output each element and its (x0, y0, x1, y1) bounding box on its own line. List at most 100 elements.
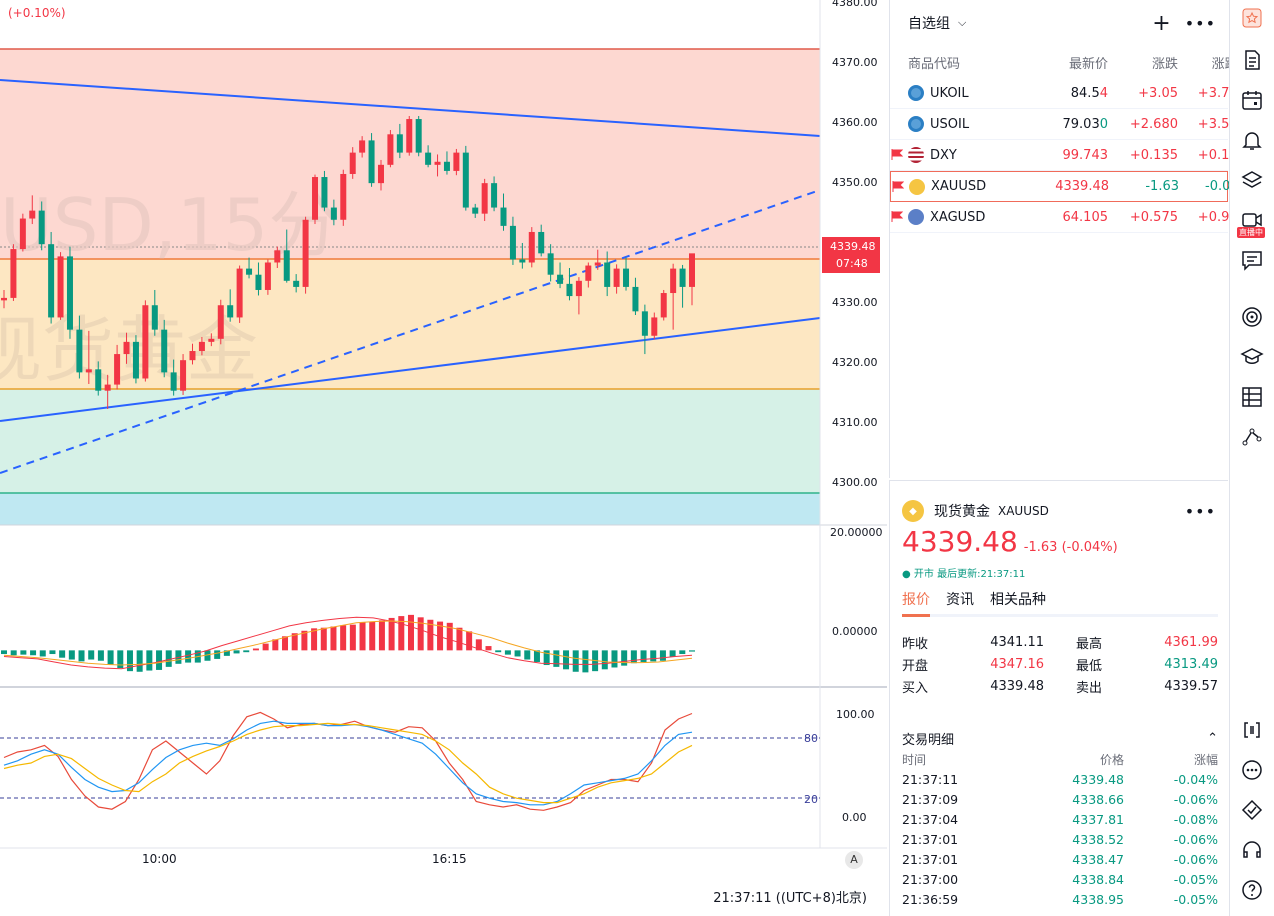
candle (575, 277, 582, 315)
candlesticks (1, 115, 695, 410)
candle (500, 193, 507, 231)
candle (114, 344, 121, 390)
candle (519, 242, 526, 269)
candle (434, 154, 441, 177)
candle (415, 115, 422, 157)
trade-price: 4338.52 (1072, 831, 1124, 847)
macd-bar (301, 630, 308, 651)
candle (321, 170, 328, 212)
help-icon[interactable] (1240, 878, 1264, 902)
row-symbol: DXY (930, 147, 957, 163)
candle (236, 265, 243, 323)
candle (566, 267, 573, 301)
macd-bar (679, 650, 686, 655)
detail-price: 4339.48 (902, 525, 1018, 558)
macd-bar (349, 624, 356, 651)
price-axis-label: 4360.00 (832, 116, 878, 129)
trade-time: 21:36:59 (902, 891, 959, 907)
macd-bar (156, 650, 163, 670)
watchlist-icon[interactable] (1240, 6, 1264, 30)
macd-bar (572, 650, 579, 672)
table-icon[interactable] (1240, 385, 1264, 409)
macd-bar (417, 617, 424, 651)
watchlist-panel: 自选组 ⌵ + ••• 商品代码 最新价 涨跌 涨跌% UKOIL 84.54 … (889, 0, 1251, 478)
watchlist-row-ukoil[interactable]: UKOIL 84.54 +3.05 +3.74% (890, 78, 1250, 109)
network-icon[interactable] (1240, 425, 1264, 449)
macd-bar (427, 619, 434, 651)
col-symbol[interactable]: 商品代码 (908, 56, 961, 72)
candle (462, 145, 469, 211)
stat-label: 买入 (902, 680, 929, 696)
candle (425, 145, 432, 168)
tab-news[interactable]: 资讯 (946, 592, 974, 608)
price-axis-label: 4310.00 (832, 416, 878, 429)
candle (557, 262, 564, 289)
trade-row: 21:37:00 4338.84 -0.05% (902, 869, 1218, 889)
education-icon[interactable] (1240, 345, 1264, 369)
watchlist-row-xagusd[interactable]: XAGUSD 64.105 +0.575 +0.91% (890, 202, 1250, 233)
macd-bar (475, 639, 482, 651)
stat-value: 4361.99 (1164, 634, 1218, 650)
trade-time: 21:37:01 (902, 851, 959, 867)
tab-quote[interactable]: 报价 (902, 589, 930, 617)
flag-marker-icon (891, 149, 903, 160)
macd-bar (378, 620, 385, 651)
detail-change: -1.63 (-0.04%) (1023, 540, 1118, 555)
macd-bar (611, 650, 618, 668)
watchlist-row-xauusd[interactable]: XAUUSD 4339.48 -1.63 -0.04% (890, 171, 1251, 202)
watchlist-title[interactable]: 自选组 (908, 16, 950, 32)
video-icon[interactable] (1240, 208, 1264, 232)
row-last: 99.743 (1062, 147, 1109, 163)
watchlist-columns: 商品代码 最新价 涨跌 涨跌% (890, 46, 1250, 78)
bell-icon[interactable] (1240, 128, 1264, 152)
tab-related[interactable]: 相关品种 (990, 592, 1046, 608)
candle (538, 224, 545, 257)
notes-icon[interactable] (1240, 48, 1264, 72)
chat-icon[interactable] (1240, 248, 1264, 272)
trade-chg: -0.05% (1173, 871, 1218, 887)
auto-scale-button[interactable]: A (845, 851, 863, 869)
target-icon[interactable] (1240, 305, 1264, 329)
candle (660, 289, 667, 321)
col-last[interactable]: 最新价 (1068, 56, 1108, 72)
chevron-up-icon[interactable]: ⌃ (1207, 730, 1218, 746)
detail-header: ◆ 现货黄金 XAUUSD ••• (890, 481, 1228, 541)
macd-bar (514, 650, 521, 657)
stat-row: 开盘 4347.16 最低 4313.49 (902, 653, 1218, 675)
symbol-detail-panel: ◆ 现货黄金 XAUUSD ••• 4339.48 -1.63 (-0.04%)… (889, 480, 1228, 916)
macd-bar (59, 650, 66, 658)
calendar-icon[interactable] (1240, 88, 1264, 112)
community-icon[interactable] (1240, 758, 1264, 782)
watchlist-row-usoil[interactable]: USOIL 79.030 +2.680 +3.51% (890, 109, 1250, 140)
candle (19, 213, 26, 252)
more-icon[interactable]: ••• (1184, 13, 1216, 33)
macd-bar (689, 650, 695, 652)
candle (180, 354, 187, 395)
layers-icon[interactable] (1240, 168, 1264, 192)
chevron-down-icon[interactable]: ⌵ (958, 16, 967, 29)
stoch-k-line (3, 720, 693, 806)
row-change: +3.05 (1138, 85, 1178, 101)
price-chart[interactable]: USD,15分 现货黄金 4380.00 4370.00 4360.00 435… (0, 0, 887, 916)
candle (623, 257, 630, 291)
more-icon[interactable]: ••• (1184, 501, 1216, 521)
candle (104, 374, 111, 410)
watchlist-row-dxy[interactable]: DXY 99.743 +0.135 +0.14% (890, 140, 1250, 171)
chart-area[interactable]: USD,15分 现货黄金 4380.00 4370.00 4360.00 435… (0, 0, 887, 916)
col-change[interactable]: 涨跌 (1151, 56, 1178, 72)
signals-icon[interactable] (1240, 798, 1264, 822)
add-symbol-icon[interactable]: + (1152, 10, 1171, 36)
macd-bar (495, 650, 502, 653)
stat-label: 昨收 (902, 636, 929, 652)
candle (283, 229, 290, 283)
candle (481, 178, 488, 221)
code-brackets-icon[interactable] (1240, 718, 1264, 742)
macd-bar (407, 614, 414, 651)
countdown-label: 07:48 (836, 257, 868, 270)
col-price: 价格 (1099, 752, 1124, 767)
stoch-level-80: 80 (804, 732, 818, 745)
headset-icon[interactable] (1240, 838, 1264, 862)
candle (613, 264, 620, 294)
candle (66, 246, 73, 339)
macd-line (3, 616, 693, 670)
